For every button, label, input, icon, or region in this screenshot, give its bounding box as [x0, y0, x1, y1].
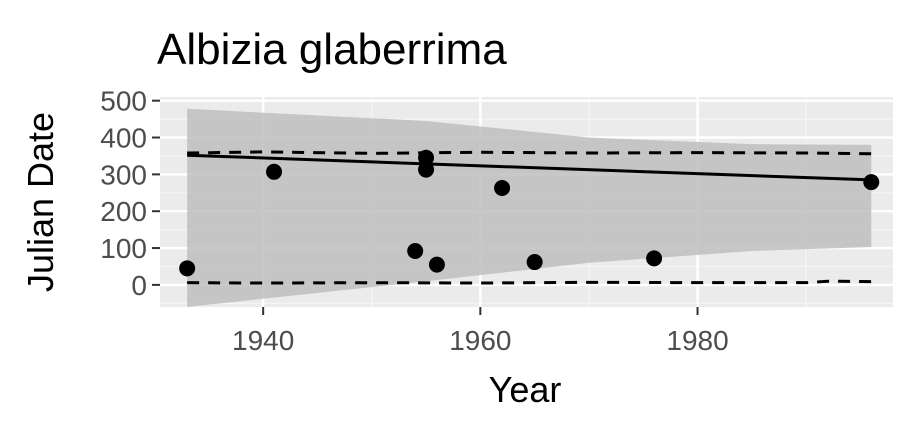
y-tick-label: 200 — [100, 196, 147, 227]
data-point — [418, 149, 435, 166]
data-point — [526, 254, 543, 271]
data-point — [863, 174, 880, 191]
y-tick-label: 400 — [100, 123, 147, 154]
upper-dashed-line — [187, 150, 872, 156]
y-tick-label: 500 — [100, 86, 147, 117]
lower-dashed-line — [187, 279, 872, 285]
x-tick-label: 1960 — [449, 325, 511, 356]
x-tick-label: 1940 — [232, 325, 294, 356]
x-axis-title: Year — [489, 369, 562, 410]
data-point — [179, 260, 196, 277]
chart-title: Albizia glaberrima — [157, 25, 507, 74]
data-point — [407, 243, 424, 259]
y-tick-label: 300 — [100, 159, 147, 190]
y-tick-label: 0 — [131, 270, 147, 301]
data-point — [418, 161, 435, 178]
x-axis-ticks: 1940 1960 1980 — [232, 307, 729, 356]
trend-line — [187, 153, 872, 182]
x-tick-label: 1980 — [666, 325, 728, 356]
data-point — [266, 163, 283, 180]
data-point — [494, 180, 511, 196]
confidence-band — [187, 108, 872, 307]
y-axis-ticks: 0 100 200 300 400 500 — [100, 86, 160, 301]
y-axis-title: Julian Date — [20, 112, 61, 292]
data-points — [179, 149, 880, 277]
data-point — [646, 250, 663, 267]
y-tick-label: 100 — [100, 233, 147, 264]
data-point — [428, 256, 445, 273]
